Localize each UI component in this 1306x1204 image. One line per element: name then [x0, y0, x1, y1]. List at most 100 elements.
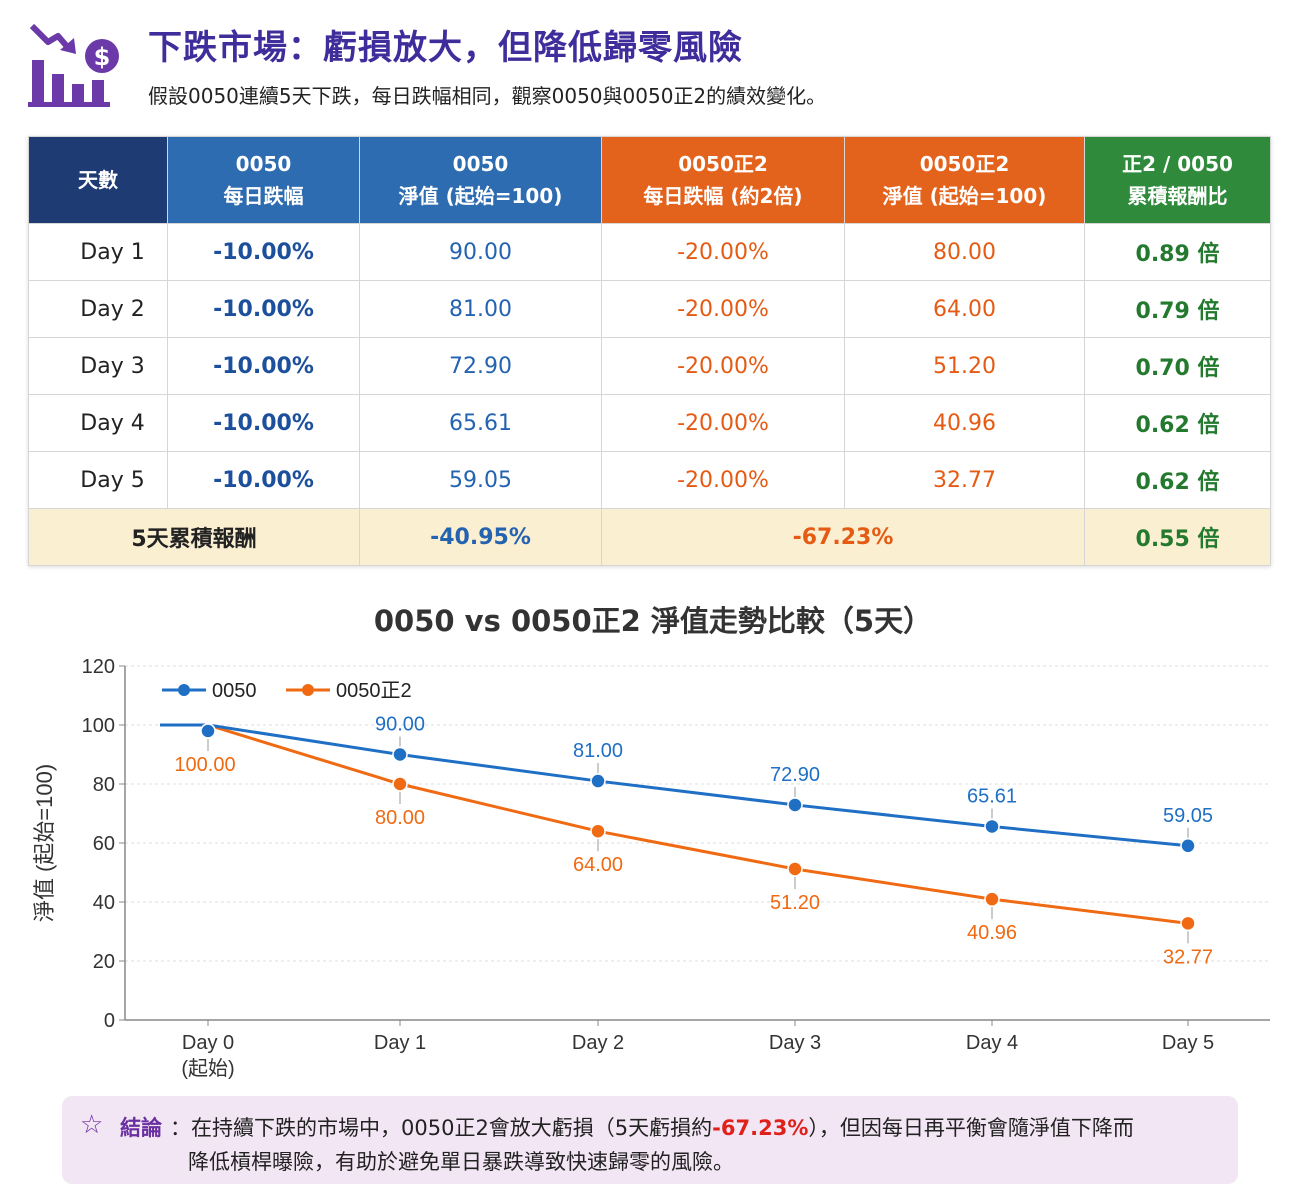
table-row: Day 5 -10.00% 59.05 -20.00% 32.77 0.62 倍: [28, 451, 1271, 509]
table-cell-day: Day 3: [28, 337, 168, 395]
data-label: 65.61: [967, 785, 1017, 807]
table-cell-d2x: -20.00%: [601, 451, 845, 509]
table-cell-d2x: -20.00%: [601, 223, 845, 281]
performance-table: 天數 0050 每日跌幅 0050 淨值 (起始=100) 0050正2 每日跌幅 (約2倍…: [28, 136, 1271, 566]
total-cell-r2x: -67.23%: [601, 508, 1085, 566]
legend-marker: [302, 684, 314, 696]
nav-line-chart: 0 20 40 60 80 100 120 Day 0 (起始) Day 1 Day 2 Day 3 D…: [32, 656, 1270, 1080]
table-cell-n0050: 59.05: [359, 451, 602, 509]
table-cell-d2x: -20.00%: [601, 337, 845, 395]
data-label: 81.00: [573, 740, 623, 762]
y-tick-label: 20: [93, 951, 115, 973]
series-line-0050-2x: [160, 723, 1189, 925]
x-tick-label: Day 2: [572, 1032, 624, 1054]
legend-label: 0050: [212, 680, 257, 702]
header-line1: 0050: [452, 152, 509, 176]
data-label: 72.90: [770, 764, 820, 786]
data-point: [787, 797, 803, 813]
y-tick-label: 0: [104, 1010, 115, 1032]
x-tick-label: Day 4: [966, 1032, 1018, 1054]
header-line1: 0050正2: [678, 152, 768, 176]
table-row: Day 3 -10.00% 72.90 -20.00% 51.20 0.70 倍: [28, 337, 1271, 395]
total-cell-ratio: 0.55 倍: [1084, 508, 1271, 566]
data-label: 100.00: [174, 754, 235, 776]
table-cell-ratio: 0.62 倍: [1084, 394, 1271, 452]
table-cell-n2x: 64.00: [844, 280, 1085, 338]
table-cell-ratio: 0.70 倍: [1084, 337, 1271, 395]
conclusion-text-a: ：在持續下跌的市場中，0050正2會放大虧損（5天虧損約: [170, 1116, 713, 1140]
y-tick-label: 100: [82, 715, 115, 737]
data-point: [590, 823, 606, 839]
header-line1: 天數: [78, 168, 118, 192]
header-line2: 每日跌幅: [223, 184, 304, 208]
data-point: [200, 723, 216, 739]
page-subtitle: 假設0050連續5天下跌，每日跌幅相同，觀察0050與0050正2的績效變化。: [148, 84, 827, 108]
data-label: 32.77: [1163, 946, 1213, 968]
table-cell-d2x: -20.00%: [601, 394, 845, 452]
table-header-cell: 0050正2 淨值 (起始=100): [844, 136, 1085, 224]
data-point: [392, 746, 408, 763]
table-cell-day: Day 5: [28, 451, 168, 509]
y-tick-label: 40: [93, 892, 115, 914]
table-cell-n2x: 40.96: [844, 394, 1085, 452]
conclusion-label: 結論: [120, 1116, 162, 1140]
header-line1: 0050正2: [919, 152, 1010, 176]
table-header-row: 天數 0050 每日跌幅 0050 淨值 (起始=100) 0050正2 每日跌幅 (約2倍…: [28, 136, 1271, 224]
conclusion-box: ☆ 結論 ：在持續下跌的市場中，0050正2會放大虧損（5天虧損約-67.23%…: [62, 1096, 1238, 1184]
data-label: 80.00: [375, 807, 425, 829]
y-axis-label: 淨值 (起始=100): [32, 764, 57, 922]
table-header-cell: 0050正2 每日跌幅 (約2倍): [601, 136, 845, 224]
chart-title: 0050 vs 0050正2 淨值走勢比較（5天）: [373, 604, 933, 638]
table-row: Day 2 -10.00% 81.00 -20.00% 64.00 0.79 倍: [28, 280, 1271, 338]
svg-text:$: $: [94, 43, 111, 71]
x-tick-label: Day 0: [182, 1032, 234, 1054]
table-row: Day 1 -10.00% 90.00 -20.00% 80.00 0.89 倍: [28, 223, 1271, 281]
star-icon: ☆: [80, 1110, 104, 1140]
table-cell-n2x: 32.77: [844, 451, 1085, 509]
conclusion-text-line1: ：在持續下跌的市場中，0050正2會放大虧損（5天虧損約-67.23%），但因每…: [170, 1112, 1134, 1142]
data-point: [1180, 838, 1196, 854]
conclusion-text-b: ），但因每日再平衡會隨淨值下降而: [808, 1116, 1134, 1140]
header-line2: 每日跌幅 (約2倍): [643, 184, 803, 208]
header-line1: 0050: [235, 152, 292, 176]
data-label: 51.20: [770, 892, 820, 914]
data-label: 64.00: [573, 854, 623, 876]
total-cell-label: 5天累積報酬: [28, 508, 360, 566]
data-point: [984, 818, 1000, 835]
data-point: [787, 861, 803, 877]
header: $ 下跌市場：虧損放大，但降低歸零風險 假設0050連續5天下跌，每日跌幅相同，…: [28, 14, 1278, 114]
header-line1: 正2 / 0050: [1122, 152, 1233, 176]
table-total-row: 5天累積報酬 -40.95% -67.23% 0.55 倍: [28, 508, 1271, 566]
table-cell-n0050: 81.00: [359, 280, 602, 338]
table-cell-d2x: -20.00%: [601, 280, 845, 338]
data-label: 90.00: [375, 714, 425, 736]
falling-chart-dollar-icon: $: [28, 23, 119, 107]
table-cell-n0050: 65.61: [359, 394, 602, 452]
table-cell-day: Day 4: [28, 394, 168, 452]
table-header-cell: 正2 / 0050 累積報酬比: [1084, 136, 1271, 224]
x-tick-label: Day 5: [1162, 1032, 1214, 1054]
page-title: 下跌市場：虧損放大，但降低歸零風險: [148, 28, 743, 68]
table-cell-day: Day 1: [28, 223, 168, 281]
y-tick-label: 120: [82, 656, 115, 678]
data-label: 40.96: [967, 922, 1017, 944]
data-label: 59.05: [1163, 805, 1213, 827]
table-header-cell: 天數: [28, 136, 168, 224]
conclusion-text-line2: 降低槓桿曝險，有助於避免單日暴跌導致快速歸零的風險。: [188, 1150, 734, 1174]
table-cell-d0050: -10.00%: [167, 280, 360, 338]
series-line-0050: [160, 723, 1189, 848]
y-tick-label: 80: [93, 774, 115, 796]
table-cell-n0050: 72.90: [359, 337, 602, 395]
x-tick-label: Day 1: [374, 1032, 426, 1054]
data-point: [984, 891, 1000, 907]
data-point: [392, 776, 408, 792]
header-line2: 淨值 (起始=100): [398, 184, 563, 208]
x-tick-label: Day 3: [769, 1032, 821, 1054]
table-cell-ratio: 0.79 倍: [1084, 280, 1271, 338]
data-point: [1180, 915, 1196, 932]
table-cell-n2x: 51.20: [844, 337, 1085, 395]
legend-label: 0050正2: [336, 680, 412, 702]
table-header-cell: 0050 淨值 (起始=100): [359, 136, 602, 224]
header-line2: 累積報酬比: [1127, 184, 1228, 208]
y-tick-label: 60: [93, 833, 115, 855]
